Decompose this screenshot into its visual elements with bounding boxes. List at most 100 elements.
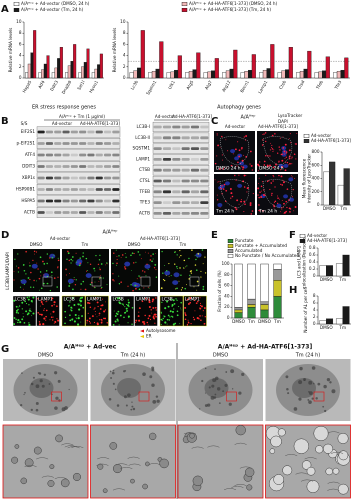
legend-label: A/Aᴴᵉᵖ + Ad-HA-ATF6[1-373] (DMSO, 24 h)	[189, 1, 277, 6]
puncta	[179, 323, 181, 325]
blot-band	[172, 190, 181, 194]
em-organelle	[323, 384, 327, 389]
puncta	[96, 301, 99, 304]
blot-band	[87, 153, 95, 157]
blot-band	[190, 168, 200, 172]
puncta	[148, 306, 151, 309]
bar	[78, 72, 82, 79]
puncta	[72, 318, 74, 320]
puncta	[98, 315, 100, 316]
bar	[99, 53, 103, 79]
puncta	[14, 258, 16, 260]
puncta	[148, 300, 150, 302]
blot-band	[190, 212, 200, 215]
blot-band	[95, 211, 103, 214]
lysosome	[265, 174, 267, 176]
puncta	[18, 305, 21, 307]
blot-band	[104, 130, 112, 134]
puncta	[47, 283, 49, 285]
y-tick-label: 100	[222, 261, 230, 266]
em-vesicle	[60, 478, 70, 488]
puncta	[102, 277, 104, 279]
em-vesicle	[337, 483, 349, 495]
puncta	[25, 273, 27, 275]
bar	[185, 72, 190, 79]
condition-label: DMSO	[38, 353, 53, 359]
puncta	[138, 275, 140, 277]
puncta	[170, 298, 172, 301]
puncta	[43, 308, 45, 310]
puncta	[26, 313, 29, 316]
lysosome	[257, 187, 260, 190]
blot-band	[112, 153, 120, 157]
puncta	[187, 321, 189, 323]
y-tick-label: 10	[120, 19, 126, 24]
channel-label: LC3B	[15, 297, 26, 303]
em-vesicle	[338, 450, 349, 461]
blot-strip	[152, 143, 210, 154]
puncta	[97, 305, 99, 308]
blot-band	[87, 211, 95, 214]
puncta	[17, 253, 19, 255]
blot-band	[79, 176, 87, 180]
condition-label: Tm 24 h	[215, 209, 234, 215]
annotation: Autolysosome	[146, 328, 176, 333]
puncta	[73, 320, 76, 323]
nucleus	[164, 270, 171, 276]
legend-swatch	[13, 7, 20, 12]
y-tick-label: 6	[313, 300, 316, 305]
blot-band	[79, 199, 87, 203]
puncta	[89, 322, 92, 324]
puncta	[70, 309, 73, 312]
puncta	[77, 303, 80, 306]
puncta	[132, 289, 134, 292]
x-tick-label: DMSO	[320, 325, 333, 330]
em-organelle	[317, 382, 321, 386]
x-tick-label: DMSO	[258, 319, 271, 324]
blot-band	[70, 130, 78, 134]
condition-label: DMSO	[128, 242, 141, 247]
puncta	[39, 271, 42, 273]
puncta	[130, 284, 132, 286]
bar	[319, 320, 327, 325]
puncta	[149, 259, 152, 261]
em-organelle	[114, 388, 117, 391]
zoom-panel	[12, 295, 37, 327]
puncta	[146, 321, 149, 324]
puncta	[155, 276, 158, 278]
bar	[319, 265, 327, 277]
bar	[166, 72, 171, 79]
puncta	[46, 298, 47, 300]
puncta	[95, 313, 97, 315]
lysosome	[278, 146, 280, 148]
lysosome	[280, 175, 283, 178]
puncta	[173, 302, 176, 305]
y-tick-label: 2	[19, 64, 22, 69]
puncta	[49, 319, 51, 321]
puncta	[87, 262, 89, 264]
lysosome	[258, 164, 260, 167]
puncta	[180, 309, 182, 311]
lysosome	[289, 211, 291, 213]
y-tick-label: 10	[16, 19, 22, 24]
bar	[248, 69, 253, 79]
lysosome	[285, 151, 288, 153]
lysosome	[279, 198, 281, 200]
bar	[174, 69, 179, 79]
puncta	[167, 305, 170, 308]
zoom-panel	[110, 295, 135, 327]
puncta	[200, 305, 203, 308]
y-tick-label: 0	[317, 202, 320, 207]
puncta	[30, 286, 32, 288]
puncta	[145, 251, 146, 253]
lysosome	[216, 199, 219, 201]
bar	[333, 72, 338, 79]
lysosome	[288, 138, 290, 140]
blot-band	[104, 176, 112, 180]
bar	[203, 72, 208, 79]
puncta	[82, 255, 84, 258]
puncta	[139, 275, 141, 277]
lysosome	[236, 165, 238, 167]
x-tick-label: Ulk1	[167, 79, 176, 90]
puncta	[178, 256, 180, 258]
